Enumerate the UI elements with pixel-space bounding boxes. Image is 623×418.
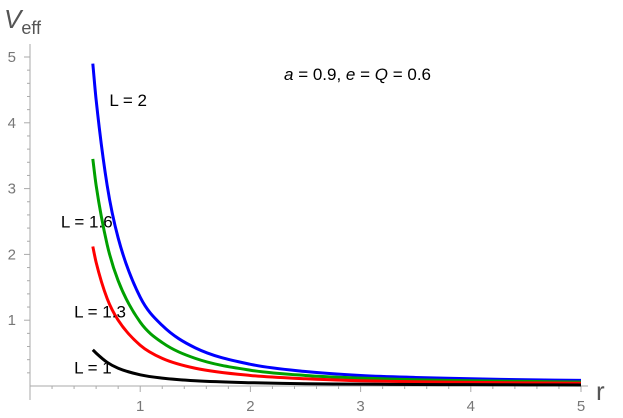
curve-label: L = 1.6 — [61, 213, 113, 232]
curve-label: L = 1.3 — [74, 303, 126, 322]
series-line — [91, 348, 582, 387]
y-axis-title-sub: eff — [21, 18, 42, 38]
y-axis-title: Veff — [4, 4, 42, 38]
x-tick-label: 3 — [356, 398, 364, 415]
curve-labels: L = 2 L = 1.6 L = 1.3 L = 1 — [61, 91, 147, 378]
x-tick-label: 5 — [577, 398, 585, 415]
y-axis-title-main: V — [4, 4, 24, 34]
y-tick-label: 1 — [8, 312, 16, 329]
annotation-part: = 0.9, — [293, 65, 345, 84]
y-tick-label: 4 — [8, 115, 16, 132]
y-tick-label: 3 — [8, 181, 16, 198]
curves — [91, 63, 582, 387]
y-tick-label: 5 — [8, 49, 16, 66]
ticks: 1 2 3 4 5 1 2 3 4 5 — [8, 49, 586, 415]
x-tick-label: 1 — [136, 398, 144, 415]
series-line — [91, 158, 582, 384]
x-tick-label: 2 — [246, 398, 254, 415]
curve-label: L = 1 — [74, 359, 112, 378]
annotation-part: = — [355, 65, 374, 84]
annotation-part: Q — [375, 65, 388, 84]
x-tick-label: 4 — [467, 398, 475, 415]
y-tick-label: 2 — [8, 246, 16, 263]
curve-label: L = 2 — [109, 91, 147, 110]
annotation-part: a — [284, 65, 293, 84]
x-axis-title: r — [596, 376, 605, 406]
annotation-part: e — [346, 65, 355, 84]
parameter-annotation: a = 0.9, e = Q = 0.6 — [284, 65, 431, 84]
annotation-part: = 0.6 — [388, 65, 431, 84]
series-line — [91, 246, 582, 385]
series-line — [91, 63, 582, 382]
